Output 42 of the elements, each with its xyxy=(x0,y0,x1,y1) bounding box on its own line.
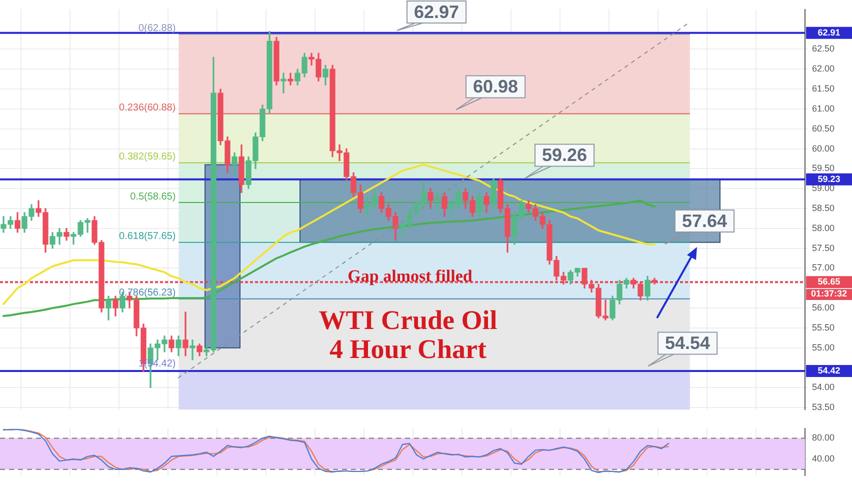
y-tick-label: 58.50 xyxy=(812,202,835,213)
y-tick-label: 53.50 xyxy=(812,402,835,412)
annotation: 59.26 xyxy=(542,145,588,166)
y-tick-label: 57.50 xyxy=(812,242,835,253)
ref-line-label: 54.42 xyxy=(818,365,840,376)
y-tick-label: 59.50 xyxy=(812,163,835,174)
candlestick xyxy=(182,312,188,356)
candlestick xyxy=(280,72,286,94)
y-tick-label: 62.50 xyxy=(812,44,835,54)
ref-line-label: 56.65 xyxy=(818,276,840,287)
y-tick-label: 55.00 xyxy=(812,342,835,352)
y-tick-label: 40.00 xyxy=(812,453,835,464)
y-tick-label: 56.00 xyxy=(812,302,835,313)
y-tick-label: 57.00 xyxy=(812,262,835,273)
candlestick xyxy=(190,340,196,360)
ref-line-label: 0(62.88) xyxy=(138,22,176,34)
y-tick-label: 61.50 xyxy=(812,84,835,94)
ref-line-label: 0.236(60.88) xyxy=(118,102,176,114)
ref-line-label: 0.5(58.65) xyxy=(130,191,176,202)
annotation: WTI Crude Oil 4 Hour Chart xyxy=(318,304,498,364)
ref-line-label: 0.786(56.23) xyxy=(118,288,176,299)
y-tick-label: 80.00 xyxy=(812,432,835,443)
y-tick-label: 61.00 xyxy=(812,103,835,114)
y-tick-label: 62.00 xyxy=(812,64,835,74)
text: 01:37:32 xyxy=(810,288,848,298)
annotation: Gap almost filled xyxy=(348,266,473,286)
ref-line-label: 59.23 xyxy=(818,174,840,184)
candlestick xyxy=(288,72,294,86)
ref-line-label: 0.618(57.65) xyxy=(118,231,176,242)
annotation: 57.64 xyxy=(682,210,728,231)
annotation: 54.54 xyxy=(665,333,710,354)
y-tick-label: 54.00 xyxy=(812,382,835,392)
y-tick-label: 58.00 xyxy=(812,222,835,233)
y-tick-label: 60.50 xyxy=(812,123,835,134)
ref-line-label: 0.382(59.65) xyxy=(118,151,176,162)
annotation: 62.97 xyxy=(414,2,460,22)
y-tick-label: 60.00 xyxy=(812,143,835,154)
ref-line-label: 62.91 xyxy=(818,27,840,38)
candlestick xyxy=(434,192,440,213)
annotation: 60.98 xyxy=(473,76,518,97)
y-tick-label: 55.50 xyxy=(812,322,835,332)
y-tick-label: 59.00 xyxy=(812,183,835,194)
